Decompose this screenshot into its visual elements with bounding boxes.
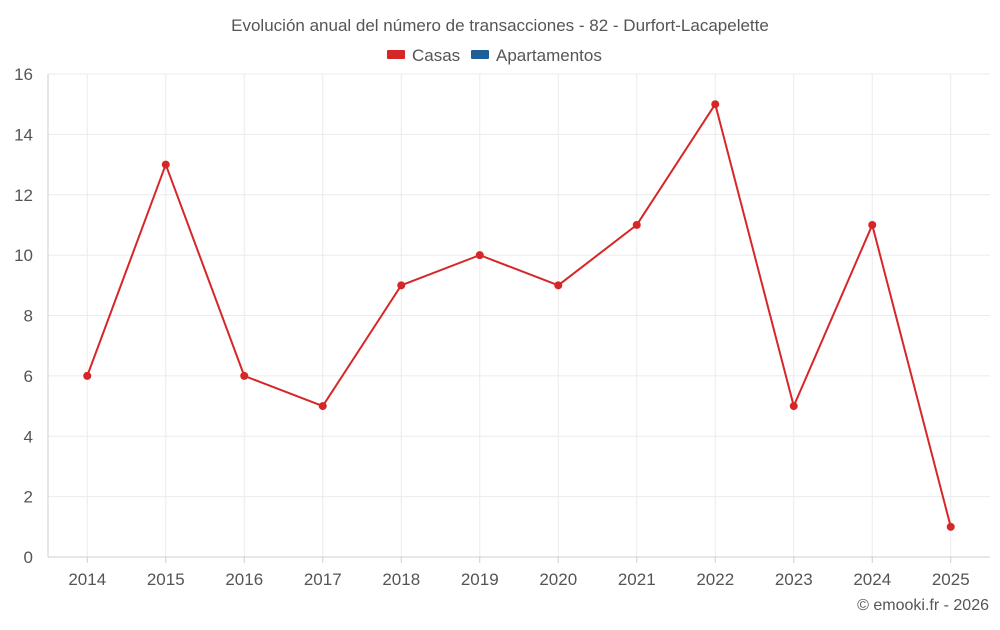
x-tick-label: 2023 <box>775 570 813 589</box>
x-tick-label: 2014 <box>68 570 106 589</box>
x-tick-label: 2020 <box>539 570 577 589</box>
chart-title: Evolución anual del número de transaccio… <box>231 16 769 35</box>
y-tick-label: 6 <box>24 367 33 386</box>
data-point-casas <box>318 402 327 411</box>
y-tick-label: 12 <box>14 186 33 205</box>
x-tick-label: 2017 <box>304 570 342 589</box>
data-point-casas <box>240 371 249 380</box>
y-tick-label: 10 <box>14 246 33 265</box>
y-tick-label: 0 <box>24 548 33 567</box>
credit-text: © emooki.fr - 2026 <box>857 597 989 614</box>
series-layer <box>83 100 955 531</box>
x-tick-label: 2016 <box>225 570 263 589</box>
legend[interactable]: Casas Apartamentos <box>387 46 602 65</box>
data-point-casas <box>161 160 170 169</box>
data-point-casas <box>789 402 798 411</box>
y-tick-label: 2 <box>24 488 33 507</box>
legend-item-apartamentos[interactable]: Apartamentos <box>471 46 602 65</box>
x-tick-label: 2022 <box>696 570 734 589</box>
y-tick-label: 14 <box>14 125 33 144</box>
x-tick-label: 2015 <box>147 570 185 589</box>
data-point-casas <box>83 371 92 380</box>
x-tick-label: 2021 <box>618 570 656 589</box>
y-tick-label: 8 <box>24 307 33 326</box>
x-tick-label: 2024 <box>853 570 891 589</box>
legend-swatch-casas <box>387 50 405 59</box>
series-line-casas <box>86 103 952 528</box>
data-point-casas <box>946 522 955 531</box>
data-point-casas <box>554 281 563 290</box>
y-tick-label: 16 <box>14 65 33 84</box>
x-tick-label: 2018 <box>382 570 420 589</box>
legend-swatch-apartamentos <box>471 50 489 59</box>
x-tick-label: 2019 <box>461 570 499 589</box>
legend-item-casas[interactable]: Casas <box>387 46 460 65</box>
legend-label-apartamentos: Apartamentos <box>496 46 602 65</box>
legend-label-casas: Casas <box>412 46 460 65</box>
data-point-casas <box>711 100 720 109</box>
x-tick-label: 2025 <box>932 570 970 589</box>
grid-layer <box>48 73 990 557</box>
data-point-casas <box>397 281 406 290</box>
data-point-casas <box>632 220 641 229</box>
data-point-casas <box>868 220 877 229</box>
axis-layer: 0 2 4 6 8 10 12 14 16 2014 2015 2016 2017 2018 2019 202… <box>14 65 990 589</box>
y-tick-label: 4 <box>24 427 33 446</box>
data-point-casas <box>475 251 484 260</box>
